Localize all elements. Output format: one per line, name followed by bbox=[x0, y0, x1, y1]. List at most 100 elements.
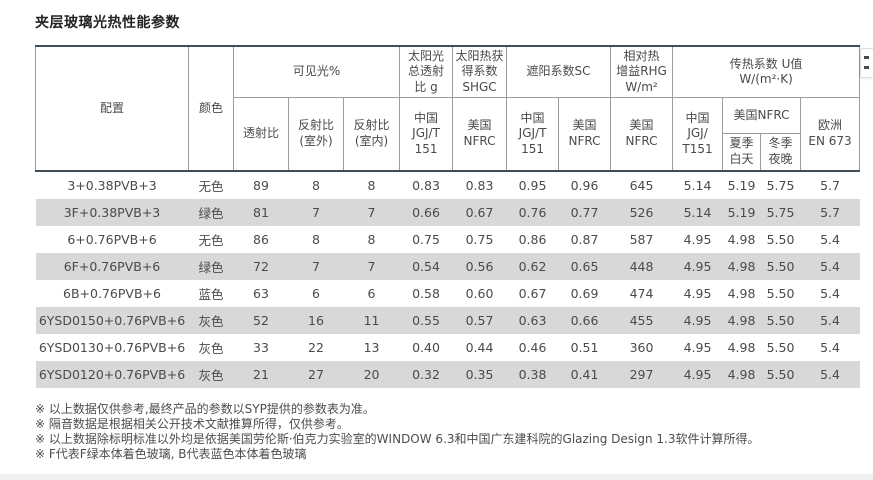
cell-value: 0.65 bbox=[570, 258, 599, 274]
cell-value: 0.46 bbox=[518, 339, 547, 355]
cell-value: 645 bbox=[629, 177, 654, 193]
cell-config: 6YSD0120+0.76PVB+6 bbox=[38, 366, 186, 382]
cell-value: 89 bbox=[253, 177, 269, 193]
cell-value: 7 bbox=[367, 258, 376, 274]
cell-value: 5.75 bbox=[766, 177, 795, 193]
col-header-rhg-us-standard: 美国 NFRC bbox=[610, 97, 674, 172]
cell-value: 4.98 bbox=[727, 285, 756, 301]
footnotes: ※ 以上数据仅供参考,最终产品的参数以SYP提供的参数表为准。 ※ 隔音数据是根据… bbox=[35, 402, 760, 462]
col-header-reflectance-outdoor: 反射比 (室外) bbox=[288, 97, 344, 172]
cell-value: 4.98 bbox=[727, 339, 756, 355]
col-group-shading-coefficient: 遮阳系数SC bbox=[506, 45, 612, 99]
cell-value: 8 bbox=[312, 231, 320, 247]
cell-value: 455 bbox=[629, 312, 654, 328]
cell-value: 0.51 bbox=[570, 339, 599, 355]
widget-text-mark-icon bbox=[864, 66, 869, 69]
next-section-edge bbox=[0, 474, 873, 480]
cell-value: 6 bbox=[367, 285, 376, 301]
cell-value: 360 bbox=[629, 339, 654, 355]
cell-value: 5.19 bbox=[727, 204, 756, 220]
cell-value: 52 bbox=[253, 312, 269, 328]
cell-config: 3F+0.38PVB+3 bbox=[63, 204, 161, 220]
footnote-line: ※ 隔音数据是根据相关公开技术文献推算所得，仅供参考。 bbox=[35, 417, 349, 431]
col-header-sc-cn-standard: 中国 JGJ/T 151 bbox=[506, 97, 560, 172]
footnote-line: ※ 以上数据除标明标准以外均是依据美国劳伦斯·伯克力实验室的WINDOW 6.3… bbox=[35, 432, 760, 446]
cell-value: 474 bbox=[629, 285, 654, 301]
cell-color: 无色 bbox=[198, 178, 224, 194]
cell-value: 0.55 bbox=[412, 312, 440, 328]
col-header-transmittance: 透射比 bbox=[233, 97, 289, 172]
col-group-solar-g: 太阳光 总透射 比 g bbox=[399, 45, 454, 99]
cell-value: 7 bbox=[367, 204, 376, 220]
cell-value: 0.67 bbox=[518, 285, 547, 301]
cell-value: 8 bbox=[367, 231, 376, 247]
col-group-relative-heat-gain: 相对热 增益RHG W/m² bbox=[610, 45, 674, 99]
cell-color: 灰色 bbox=[198, 313, 224, 329]
cell-value: 0.96 bbox=[570, 177, 599, 193]
cell-value: 4.95 bbox=[683, 285, 712, 301]
cell-value: 21 bbox=[253, 366, 269, 382]
cell-value: 5.7 bbox=[820, 204, 840, 220]
cell-value: 5.4 bbox=[820, 366, 840, 382]
table-row: 3+0.38PVB+3 无色 89 8 8 0.83 0.83 0.95 0.96 645 5.14… bbox=[36, 171, 860, 199]
cell-config: 6YSD0150+0.76PVB+6 bbox=[38, 312, 186, 328]
col-group-shgc: 太阳热获 得系数 SHGC bbox=[452, 45, 508, 99]
table-row: 6YSD0120+0.76PVB+6 灰色 21 27 20 0.32 0.35 0.38 0.… bbox=[35, 360, 860, 388]
cell-color: 绿色 bbox=[198, 205, 224, 221]
cell-value: 5.4 bbox=[820, 312, 840, 328]
cell-value: 448 bbox=[629, 258, 654, 274]
cell-value: 5.4 bbox=[820, 339, 840, 355]
cell-config: 6+0.76PVB+6 bbox=[67, 231, 157, 247]
cell-value: 5.50 bbox=[766, 366, 795, 382]
cell-value: 33 bbox=[253, 339, 269, 355]
table-body: 3+0.38PVB+3 无色 89 8 8 0.83 0.83 0.95 0.96 645 5.14… bbox=[35, 171, 860, 388]
cell-value: 4.98 bbox=[727, 366, 756, 382]
cell-value: 5.75 bbox=[766, 204, 795, 220]
cell-value: 0.38 bbox=[518, 366, 547, 382]
cell-value: 0.54 bbox=[412, 258, 440, 274]
cell-value: 4.98 bbox=[727, 312, 756, 328]
cell-value: 0.56 bbox=[465, 258, 494, 274]
table-header: 配置 颜色 可见光% 太阳光 总透射 比 g 太阳热获 得系数 SHGC 遮阳系… bbox=[35, 45, 861, 172]
cell-value: 0.87 bbox=[570, 231, 599, 247]
col-header-config: 配置 bbox=[35, 45, 189, 172]
cell-value: 4.95 bbox=[683, 231, 712, 247]
cell-value: 4.95 bbox=[683, 312, 712, 328]
cell-config: 6F+0.76PVB+6 bbox=[63, 258, 161, 274]
cell-value: 526 bbox=[629, 204, 654, 220]
cell-value: 5.50 bbox=[766, 231, 795, 247]
cell-value: 0.67 bbox=[465, 204, 494, 220]
cell-value: 0.35 bbox=[465, 366, 494, 382]
table-row: 6F+0.76PVB+6 绿色 72 7 7 0.54 0.56 0.62 0.65 448 4.9… bbox=[35, 252, 860, 280]
col-header-u-europe: 欧洲 EN 673 bbox=[800, 97, 861, 172]
footnote-line: ※ 以上数据仅供参考,最终产品的参数以SYP提供的参数表为准。 bbox=[35, 402, 375, 416]
cell-value: 5.4 bbox=[820, 231, 840, 247]
cell-value: 5.4 bbox=[820, 258, 840, 274]
cell-value: 587 bbox=[629, 231, 654, 247]
cell-value: 5.4 bbox=[820, 285, 840, 301]
cell-value: 4.98 bbox=[727, 231, 756, 247]
cell-value: 297 bbox=[629, 366, 654, 382]
table-row: 6YSD0130+0.76PVB+6 灰色 33 22 13 0.40 0.44 0.46 0.… bbox=[36, 334, 860, 361]
widget-text-mark-icon bbox=[864, 56, 869, 59]
cell-value: 0.32 bbox=[412, 366, 440, 382]
cell-value: 5.50 bbox=[766, 258, 795, 274]
cell-value: 16 bbox=[308, 312, 324, 328]
floating-widget[interactable] bbox=[860, 48, 873, 78]
col-header-g-cn-standard: 中国 JGJ/T 151 bbox=[399, 97, 454, 172]
cell-value: 0.86 bbox=[518, 231, 547, 247]
cell-value: 0.75 bbox=[465, 231, 494, 247]
cell-value: 0.66 bbox=[412, 204, 440, 220]
cell-color: 绿色 bbox=[198, 259, 224, 275]
cell-value: 4.95 bbox=[683, 366, 712, 382]
cell-config: 6B+0.76PVB+6 bbox=[63, 285, 161, 301]
cell-value: 5.7 bbox=[820, 177, 840, 193]
cell-value: 8 bbox=[367, 177, 376, 193]
cell-value: 4.95 bbox=[683, 258, 712, 274]
cell-value: 0.60 bbox=[465, 285, 494, 301]
table-row: 3F+0.38PVB+3 绿色 81 7 7 0.66 0.67 0.76 0.77 526 5.1… bbox=[35, 198, 860, 226]
cell-value: 81 bbox=[253, 204, 269, 220]
cell-color: 灰色 bbox=[198, 367, 224, 383]
cell-color: 蓝色 bbox=[198, 286, 224, 302]
cell-config: 6YSD0130+0.76PVB+6 bbox=[38, 339, 186, 355]
